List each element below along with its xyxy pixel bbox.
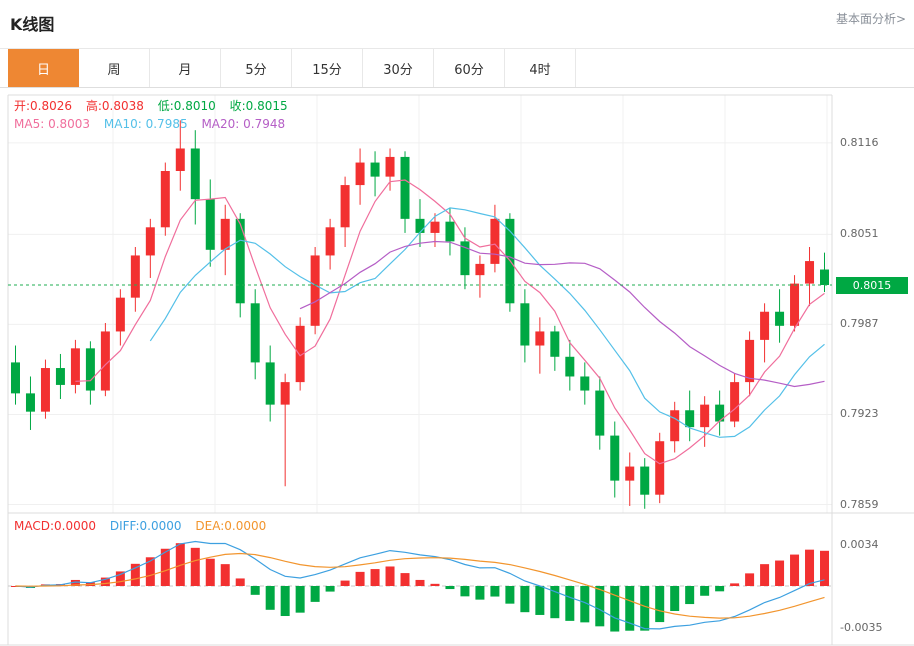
diff-label: DIFF: <box>109 519 140 533</box>
open-value: 0.8026 <box>30 99 73 113</box>
tab-period-1[interactable]: 周 <box>79 49 150 87</box>
period-tabs: 日周月 5分 15分 30分 60分 4时 <box>0 48 914 88</box>
tab-period-7[interactable]: 4时 <box>505 49 576 87</box>
high-value: 0.8038 <box>101 99 144 113</box>
low-value: 0.8010 <box>173 99 216 113</box>
price-axis-label: 0.8116 <box>840 135 879 149</box>
tab-period-3[interactable]: 5分 <box>221 49 292 87</box>
fundamental-analysis-link[interactable]: 基本面分析> <box>835 12 906 26</box>
ma5-value: 0.8003 <box>48 117 91 131</box>
current-price-badge: 0.8015 <box>836 277 908 294</box>
macd-axis-label: -0.0035 <box>840 621 883 634</box>
dea-label: DEA: <box>195 519 225 533</box>
ma20-label: MA20: <box>201 117 240 131</box>
close-label: 收: <box>229 99 246 113</box>
ma10-label: MA10: <box>103 117 142 131</box>
ohlc-legend: 开:0.8026 高:0.8038 低:0.8010 收:0.8015 <box>14 97 298 114</box>
tab-period-2[interactable]: 月 <box>150 49 221 87</box>
price-axis-label: 0.7923 <box>840 407 879 421</box>
ma5-label: MA5: <box>14 117 45 131</box>
macd-label: MACD: <box>14 519 55 533</box>
close-value: 0.8015 <box>245 99 288 113</box>
price-axis-label: 0.8051 <box>840 227 879 241</box>
header: K线图 基本面分析> <box>0 0 914 48</box>
tab-period-5[interactable]: 30分 <box>363 49 434 87</box>
diff-value: 0.0000 <box>139 519 182 533</box>
tab-period-0[interactable]: 日 <box>8 49 79 87</box>
ma10-value: 0.7985 <box>145 117 188 131</box>
page-title: K线图 <box>10 15 55 34</box>
price-axis-label: 0.7859 <box>840 497 879 511</box>
high-label: 高: <box>85 99 102 113</box>
ma-legend: MA5: 0.8003 MA10: 0.7985 MA20: 0.7948 <box>14 117 295 131</box>
macd-value: 0.0000 <box>54 519 97 533</box>
tab-period-6[interactable]: 60分 <box>434 49 505 87</box>
ma20-value: 0.7948 <box>243 117 286 131</box>
tab-period-4[interactable]: 15分 <box>292 49 363 87</box>
open-label: 开: <box>14 99 31 113</box>
macd-legend: MACD:0.0000 DIFF:0.0000 DEA:0.0000 <box>14 519 276 533</box>
dea-value: 0.0000 <box>224 519 267 533</box>
macd-axis-label: 0.0034 <box>840 538 879 552</box>
price-axis-label: 0.7987 <box>840 317 879 331</box>
low-label: 低: <box>157 99 174 113</box>
